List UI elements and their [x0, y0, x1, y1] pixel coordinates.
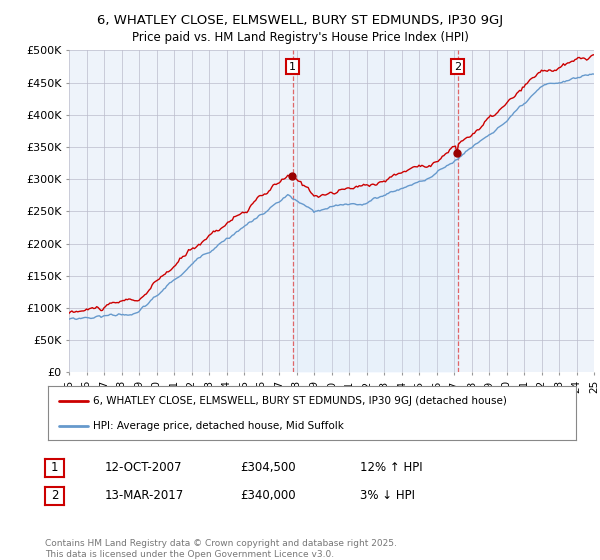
- Text: 3% ↓ HPI: 3% ↓ HPI: [360, 489, 415, 502]
- Text: 2: 2: [51, 489, 58, 502]
- Text: 1: 1: [51, 461, 58, 474]
- Text: Price paid vs. HM Land Registry's House Price Index (HPI): Price paid vs. HM Land Registry's House …: [131, 31, 469, 44]
- Text: 6, WHATLEY CLOSE, ELMSWELL, BURY ST EDMUNDS, IP30 9GJ (detached house): 6, WHATLEY CLOSE, ELMSWELL, BURY ST EDMU…: [93, 396, 507, 407]
- Text: £304,500: £304,500: [240, 461, 296, 474]
- Text: Contains HM Land Registry data © Crown copyright and database right 2025.
This d: Contains HM Land Registry data © Crown c…: [45, 539, 397, 559]
- Text: 6, WHATLEY CLOSE, ELMSWELL, BURY ST EDMUNDS, IP30 9GJ: 6, WHATLEY CLOSE, ELMSWELL, BURY ST EDMU…: [97, 14, 503, 27]
- Bar: [293, 50, 458, 372]
- Text: 13-MAR-2017: 13-MAR-2017: [105, 489, 184, 502]
- Text: £340,000: £340,000: [240, 489, 296, 502]
- Text: 12% ↑ HPI: 12% ↑ HPI: [360, 461, 422, 474]
- Text: 12-OCT-2007: 12-OCT-2007: [105, 461, 182, 474]
- Text: 2: 2: [454, 62, 461, 72]
- Text: HPI: Average price, detached house, Mid Suffolk: HPI: Average price, detached house, Mid …: [93, 421, 344, 431]
- Text: 1: 1: [289, 62, 296, 72]
